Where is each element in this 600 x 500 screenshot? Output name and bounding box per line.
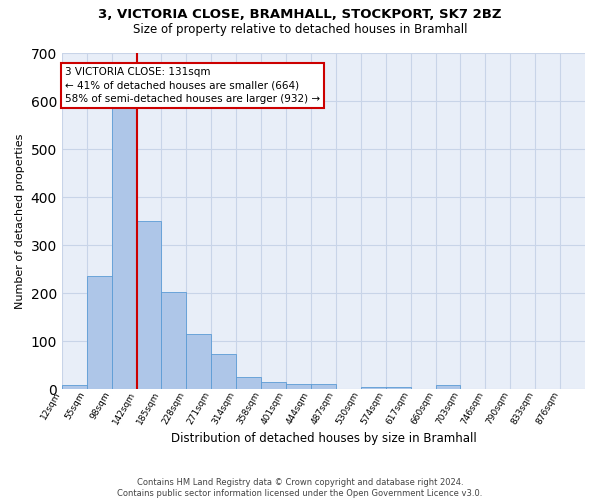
Bar: [261, 382, 286, 389]
Bar: [161, 292, 187, 389]
Bar: [87, 276, 112, 389]
Text: Contains HM Land Registry data © Crown copyright and database right 2024.
Contai: Contains HM Land Registry data © Crown c…: [118, 478, 482, 498]
Bar: [187, 334, 211, 389]
Bar: [436, 385, 460, 389]
Text: 3, VICTORIA CLOSE, BRAMHALL, STOCKPORT, SK7 2BZ: 3, VICTORIA CLOSE, BRAMHALL, STOCKPORT, …: [98, 8, 502, 20]
Text: Size of property relative to detached houses in Bramhall: Size of property relative to detached ho…: [133, 22, 467, 36]
Bar: [361, 386, 386, 389]
Bar: [211, 354, 236, 389]
Bar: [311, 384, 336, 389]
X-axis label: Distribution of detached houses by size in Bramhall: Distribution of detached houses by size …: [170, 432, 476, 445]
Bar: [236, 377, 261, 389]
Bar: [137, 221, 161, 389]
Text: 3 VICTORIA CLOSE: 131sqm
← 41% of detached houses are smaller (664)
58% of semi-: 3 VICTORIA CLOSE: 131sqm ← 41% of detach…: [65, 68, 320, 104]
Bar: [386, 386, 410, 389]
Bar: [112, 108, 137, 389]
Bar: [62, 385, 87, 389]
Bar: [286, 384, 311, 389]
Y-axis label: Number of detached properties: Number of detached properties: [15, 134, 25, 308]
